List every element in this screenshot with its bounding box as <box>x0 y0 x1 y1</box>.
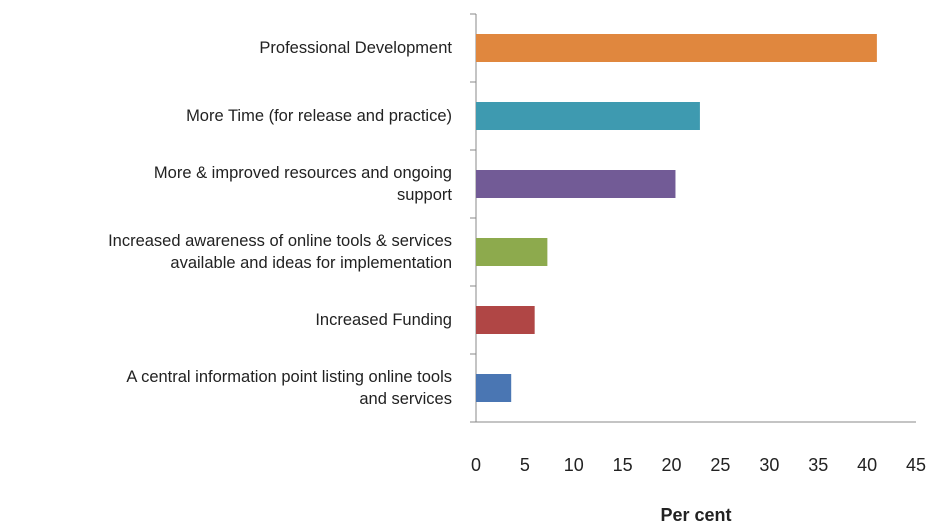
bar <box>476 170 676 198</box>
y-tick-label: A central information point listing onli… <box>126 368 452 408</box>
x-tick-label: 5 <box>520 455 530 475</box>
y-tick-label: Professional Development <box>259 39 452 57</box>
x-tick-label: 45 <box>906 455 926 475</box>
x-tick-label: 15 <box>613 455 633 475</box>
bar <box>476 238 548 266</box>
x-tick-label: 0 <box>471 455 481 475</box>
x-tick-label: 10 <box>564 455 584 475</box>
x-axis-title: Per cent <box>660 505 731 523</box>
y-tick-label: More & improved resources and ongoing su… <box>153 164 452 204</box>
y-tick-label: Increased Funding <box>315 311 452 329</box>
y-tick-label: Increased awareness of online tools & se… <box>108 232 452 272</box>
bar <box>476 306 535 334</box>
bar <box>476 34 877 62</box>
x-tick-label: 20 <box>662 455 682 475</box>
x-tick-label: 30 <box>759 455 779 475</box>
y-tick-label: More Time (for release and practice) <box>186 107 452 125</box>
bar <box>476 102 700 130</box>
bar <box>476 374 512 402</box>
x-tick-label: 40 <box>857 455 877 475</box>
x-tick-label: 35 <box>808 455 828 475</box>
x-tick-label: 25 <box>710 455 730 475</box>
